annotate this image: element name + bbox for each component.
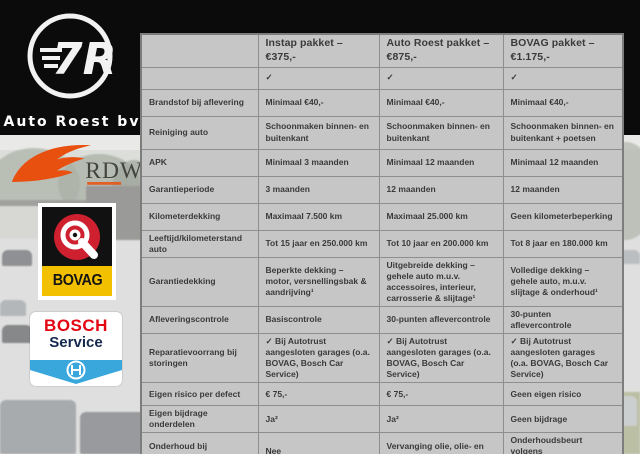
cell: € 75,- <box>257 382 380 407</box>
row-label: Leeftijd/kilometerstand auto <box>140 229 259 258</box>
background-car <box>2 325 32 343</box>
bosch-wordmark: BOSCH <box>44 316 108 335</box>
cell: Minimaal €40,- <box>502 88 624 117</box>
row-label: Reparatievoorrang bij storingen <box>140 332 259 384</box>
cell: Tot 15 jaar en 250.000 km <box>257 229 380 258</box>
bosch-chevron-icon <box>30 360 122 384</box>
cell: Schoonmaken binnen- en buitenkant <box>257 115 380 150</box>
table-row: Eigen risico per defect € 75,- € 75,- Ge… <box>140 382 624 407</box>
cell: Tot 8 jaar en 180.000 km <box>502 229 624 258</box>
cell: Minimaal €40,- <box>257 88 380 117</box>
cell: 12 maanden <box>378 175 504 204</box>
logo-circle-icon <box>27 13 113 99</box>
table-row: Afleveringscontrole Basiscontrole 30-pun… <box>140 305 624 334</box>
check-icon: ✓ <box>378 66 504 90</box>
column-header-bovag: BOVAG pakket – €1.175,- <box>502 33 624 68</box>
cell: Minimaal 12 maanden <box>502 148 624 177</box>
background-car <box>0 400 76 454</box>
corner-cell <box>140 33 259 68</box>
column-header-instap: Instap pakket – €375,- <box>257 33 380 68</box>
table-header-row: Instap pakket – €375,- Auto Roest pakket… <box>140 33 624 68</box>
cell: Ja² <box>257 405 380 434</box>
background-car <box>80 412 148 454</box>
cell: Geen kilometerbeperking <box>502 202 624 231</box>
cell: 12 maanden <box>502 175 624 204</box>
cell: Volledige dekking – gehele auto, m.u.v. … <box>502 256 624 307</box>
row-label: Afleveringscontrole <box>140 305 259 334</box>
cell: Geen bijdrage <box>502 405 624 434</box>
row-label: Onderhoud bij aflevering <box>140 432 259 454</box>
check-icon: ✓ <box>257 66 380 90</box>
rdw-wordmark: RDW <box>85 158 140 184</box>
table-row: Brandstof bij aflevering Minimaal €40,- … <box>140 88 624 117</box>
bosch-service-text: Service <box>49 333 103 351</box>
cell: Beperkte dekking – motor, versnellingsba… <box>257 256 380 307</box>
cell: Nee <box>257 432 380 454</box>
bovag-logo: BOVAG <box>38 203 116 300</box>
cell: Vervanging olie, olie- en luchtfilter, i… <box>378 432 504 454</box>
logo-monogram: 7R <box>52 34 117 85</box>
row-label: APK <box>140 148 259 177</box>
row-label: Reiniging auto <box>140 115 259 150</box>
rdw-logo: RDW <box>11 145 140 185</box>
background-car <box>2 250 32 266</box>
row-label: Kilometerdekking <box>140 202 259 231</box>
cell: Tot 10 jaar en 200.000 km <box>378 229 504 258</box>
cell: ✓ Bij Autotrust aangesloten garages (o.a… <box>378 332 504 384</box>
speed-lines-icon <box>40 48 62 68</box>
cell: ✓ Bij Autotrust aangesloten garages (o.a… <box>257 332 380 384</box>
table-row: Reparatievoorrang bij storingen ✓ Bij Au… <box>140 332 624 384</box>
company-name: Auto Roest bv <box>4 114 141 130</box>
row-label-empty <box>140 66 259 90</box>
table-row: Kilometerdekking Maximaal 7.500 km Maxim… <box>140 202 624 231</box>
cell: Onderhoudsbeurt volgens fabrieksvoorschr… <box>502 432 624 454</box>
bovag-wheel-icon <box>54 213 100 260</box>
table-row: Leeftijd/kilometerstand auto Tot 15 jaar… <box>140 229 624 258</box>
cell: Minimaal €40,- <box>378 88 504 117</box>
table-row: Garantieperiode 3 maanden 12 maanden 12 … <box>140 175 624 204</box>
cell: Basiscontrole <box>257 305 380 334</box>
cell: 30-punten aflevercontrole <box>502 305 624 334</box>
cell: Uitgebreide dekking – gehele auto m.u.v.… <box>378 256 504 307</box>
cell: Schoonmaken binnen- en buitenkant <box>378 115 504 150</box>
cell: Geen eigen risico <box>502 382 624 407</box>
cell: ✓ Bij Autotrust aangesloten garages (o.a… <box>502 332 624 384</box>
cell: 3 maanden <box>257 175 380 204</box>
table-row: Reiniging auto Schoonmaken binnen- en bu… <box>140 115 624 150</box>
bovag-emblem <box>42 207 112 266</box>
bovag-wordmark: BOVAG <box>52 272 102 289</box>
cell: 30-punten aflevercontrole <box>378 305 504 334</box>
cell: € 75,- <box>378 382 504 407</box>
column-header-auto-roest: Auto Roest pakket – €875,- <box>378 33 504 68</box>
row-label: Garantiedekking <box>140 256 259 307</box>
background-car <box>0 300 26 316</box>
check-row: ✓ ✓ ✓ <box>140 66 624 90</box>
cell: Schoonmaken binnen- en buitenkant + poet… <box>502 115 624 150</box>
cell: Ja² <box>378 405 504 434</box>
cell: Minimaal 3 maanden <box>257 148 380 177</box>
cell: Maximaal 7.500 km <box>257 202 380 231</box>
row-label: Brandstof bij aflevering <box>140 88 259 117</box>
rdw-url-strip <box>87 181 122 185</box>
check-icon: ✓ <box>502 66 624 90</box>
cell: Maximaal 25.000 km <box>378 202 504 231</box>
package-comparison-table: Instap pakket – €375,- Auto Roest pakket… <box>140 33 624 454</box>
rdw-feather-icon <box>11 145 91 182</box>
bovag-band: BOVAG <box>42 266 112 296</box>
table-row: Onderhoud bij aflevering Nee Vervanging … <box>140 432 624 454</box>
row-label: Eigen bijdrage onderdelen <box>140 405 259 434</box>
table-row: APK Minimaal 3 maanden Minimaal 12 maand… <box>140 148 624 177</box>
table-row: Eigen bijdrage onderdelen Ja² Ja² Geen b… <box>140 405 624 434</box>
table-row: Garantiedekking Beperkte dekking – motor… <box>140 256 624 307</box>
bosch-service-logo: BOSCH Service <box>30 312 122 386</box>
auto-roest-logo: 7R Auto Roest bv <box>4 13 141 130</box>
cell: Minimaal 12 maanden <box>378 148 504 177</box>
row-label: Garantieperiode <box>140 175 259 204</box>
row-label: Eigen risico per defect <box>140 382 259 407</box>
